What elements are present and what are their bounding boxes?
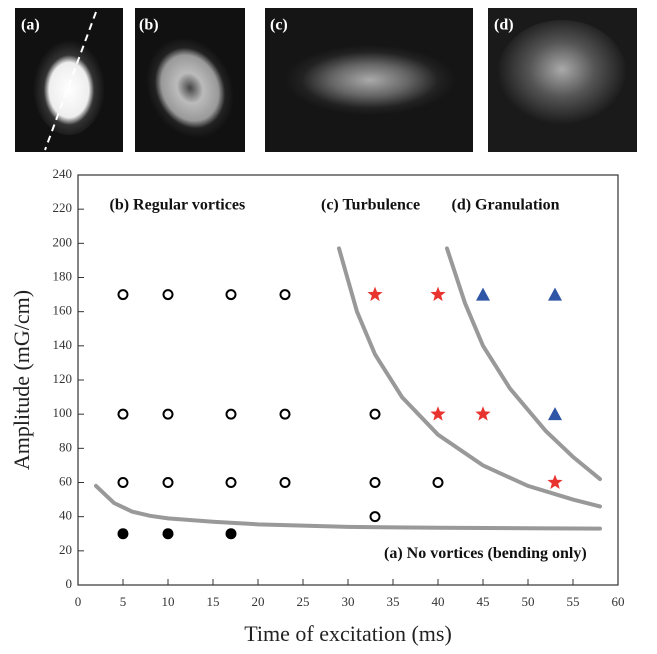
point — [279, 477, 291, 488]
point — [279, 289, 291, 301]
point — [225, 408, 237, 420]
point — [162, 408, 174, 420]
y-tick-label: 100 — [53, 405, 73, 420]
y-tick-label: 140 — [53, 337, 73, 352]
point — [117, 528, 129, 540]
cloud-c — [285, 45, 455, 115]
panel-label: (b) — [139, 17, 159, 34]
y-tick-label: 20 — [59, 542, 72, 557]
point — [369, 511, 381, 523]
y-tick-label: 60 — [59, 473, 72, 488]
y-tick-label: 240 — [53, 166, 73, 181]
point — [225, 528, 237, 540]
x-tick-label: 5 — [120, 594, 127, 609]
point — [369, 408, 381, 420]
cut-line — [44, 11, 97, 151]
point — [367, 286, 383, 302]
x-tick-label: 0 — [75, 594, 82, 609]
x-tick-label: 20 — [252, 594, 265, 609]
boundary-curve — [445, 246, 602, 482]
point — [476, 287, 490, 301]
point — [547, 474, 563, 489]
point — [279, 408, 291, 420]
cloud-d — [497, 20, 627, 130]
y-tick-label: 120 — [53, 371, 73, 386]
plot-frame — [77, 174, 619, 586]
point — [117, 289, 129, 301]
point — [162, 528, 174, 540]
x-axis-label: Time of excitation (ms) — [244, 621, 452, 646]
point — [117, 408, 129, 420]
point — [162, 289, 174, 301]
point — [475, 406, 491, 421]
image-panels: (a) (b) (c) (d) — [15, 8, 637, 152]
boundary-curve — [337, 246, 602, 509]
panel-label: (c) — [270, 17, 288, 34]
x-tick-label: 30 — [342, 594, 355, 609]
point — [117, 477, 129, 488]
x-tick-label: 25 — [297, 594, 310, 609]
x-tick-label: 35 — [387, 594, 400, 609]
point — [548, 407, 562, 421]
point — [369, 477, 381, 488]
x-tick-label: 55 — [567, 594, 580, 609]
y-tick-label: 220 — [53, 200, 73, 215]
x-tick-label: 45 — [477, 594, 490, 609]
y-tick-label: 200 — [53, 234, 73, 249]
panel-label: (d) — [494, 17, 514, 34]
x-tick-label: 50 — [522, 594, 535, 609]
x-tick-label: 10 — [162, 594, 175, 609]
x-tick-label: 40 — [432, 594, 445, 609]
x-tick-label: 60 — [612, 594, 625, 609]
point — [225, 289, 237, 301]
panel-label: (a) — [21, 17, 40, 34]
point — [430, 286, 446, 302]
y-axis-label: Amplitude (mG/cm) — [9, 290, 34, 470]
region-label: (d) Granulation — [452, 196, 560, 213]
y-tick-label: 80 — [59, 439, 72, 454]
point — [548, 287, 562, 301]
region-label: (c) Turbulence — [321, 196, 420, 213]
point — [432, 477, 444, 488]
point — [162, 477, 174, 488]
x-tick-label: 15 — [207, 594, 220, 609]
cloud-b — [146, 37, 234, 139]
point — [225, 477, 237, 488]
boundary-curve — [94, 483, 602, 531]
point — [430, 406, 446, 421]
y-tick-label: 180 — [53, 268, 73, 283]
y-tick-label: 160 — [53, 303, 73, 318]
y-tick-label: 40 — [59, 508, 72, 523]
region-label: (a) No vortices (bending only) — [384, 545, 587, 562]
region-label: (b) Regular vortices — [110, 196, 246, 213]
y-tick-label: 0 — [66, 576, 73, 591]
